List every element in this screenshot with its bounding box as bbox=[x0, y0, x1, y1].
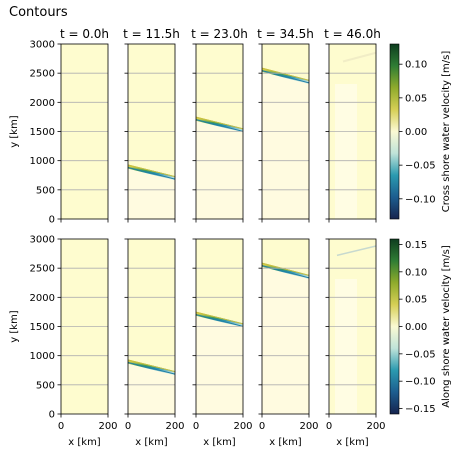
y-axis-label: y [km] bbox=[9, 310, 20, 343]
y-tick-label: 500 bbox=[36, 380, 55, 391]
y-tick-label: 1500 bbox=[30, 127, 55, 138]
wave-front-edge bbox=[195, 311, 244, 325]
wake-region bbox=[196, 118, 243, 219]
y-tick-label: 1000 bbox=[30, 156, 55, 167]
wave-front-edge bbox=[261, 262, 310, 276]
x-tick-label: 0 bbox=[193, 421, 199, 432]
wave-front-core bbox=[261, 265, 310, 279]
wave-front bbox=[127, 359, 176, 376]
wave-front bbox=[261, 67, 310, 84]
y-tick-label: 2500 bbox=[30, 264, 55, 275]
colorbar-tick-label: 0.00 bbox=[405, 322, 427, 333]
wake-region bbox=[128, 166, 175, 219]
wave-front-core bbox=[127, 167, 176, 180]
wave-front bbox=[261, 262, 310, 279]
x-tick-label: 200 bbox=[233, 421, 252, 432]
wave-front bbox=[127, 164, 176, 181]
y-tick-label: 2000 bbox=[30, 293, 55, 304]
colorbar-tick-label: −0.15 bbox=[405, 404, 436, 415]
panel-title: t = 23.0h bbox=[191, 27, 248, 41]
y-tick-label: 3000 bbox=[30, 40, 55, 51]
colorbar-tick-label: −0.10 bbox=[405, 194, 436, 205]
faint-front bbox=[336, 245, 377, 257]
wave-front-core bbox=[195, 314, 244, 327]
x-axis-label: x [km] bbox=[336, 437, 369, 448]
x-tick-label: 0 bbox=[326, 421, 332, 432]
y-tick-label: 3000 bbox=[30, 235, 55, 246]
faint-field bbox=[335, 84, 357, 219]
figure-title: Contours bbox=[9, 5, 68, 20]
x-tick-label: 200 bbox=[299, 421, 318, 432]
colorbar-label: Cross shore water velocity [m/s] bbox=[441, 51, 452, 213]
y-tick-label: 1500 bbox=[30, 322, 55, 333]
wave-front-edge bbox=[127, 359, 176, 373]
wake-region bbox=[196, 313, 243, 414]
y-axis-label: y [km] bbox=[9, 115, 20, 148]
wake-region bbox=[128, 361, 175, 414]
colorbar-tick-label: 0.10 bbox=[405, 60, 427, 71]
x-tick-label: 0 bbox=[125, 421, 131, 432]
wave-front-core bbox=[127, 362, 176, 375]
colorbar-tick-label: −0.05 bbox=[405, 349, 436, 360]
colorbar-tick-label: 0.05 bbox=[405, 93, 427, 104]
x-tick-label: 200 bbox=[165, 421, 184, 432]
colorbar bbox=[389, 238, 400, 415]
wave-front-core bbox=[261, 70, 310, 84]
panel-title: t = 11.5h bbox=[123, 27, 180, 41]
wave-front-edge bbox=[195, 116, 244, 130]
x-axis-label: x [km] bbox=[135, 437, 168, 448]
x-tick-label: 200 bbox=[98, 421, 117, 432]
x-tick-label: 200 bbox=[366, 421, 385, 432]
x-tick-label: 0 bbox=[259, 421, 265, 432]
panel-title: t = 0.0h bbox=[60, 27, 109, 41]
y-tick-label: 2500 bbox=[30, 69, 55, 80]
colorbar-tick-label: 0.10 bbox=[405, 267, 427, 278]
y-tick-label: 500 bbox=[36, 185, 55, 196]
x-axis-label: x [km] bbox=[203, 437, 236, 448]
wave-front-edge bbox=[127, 164, 176, 178]
y-tick-label: 0 bbox=[49, 410, 55, 421]
colorbar-label: Along shore water velocity [m/s] bbox=[441, 245, 452, 408]
wave-front bbox=[195, 116, 244, 133]
y-tick-label: 2000 bbox=[30, 98, 55, 109]
y-tick-label: 0 bbox=[49, 215, 55, 226]
colorbar-tick-label: 0.05 bbox=[405, 295, 427, 306]
panel-title: t = 34.5h bbox=[257, 27, 314, 41]
x-axis-label: x [km] bbox=[269, 437, 302, 448]
y-tick-label: 1000 bbox=[30, 351, 55, 362]
x-tick-label: 0 bbox=[58, 421, 64, 432]
wave-front bbox=[195, 311, 244, 328]
faint-front bbox=[342, 51, 377, 63]
wave-front-edge bbox=[261, 67, 310, 81]
colorbar-tick-label: 0.15 bbox=[405, 240, 427, 251]
wave-front-core bbox=[195, 119, 244, 132]
colorbar bbox=[389, 43, 400, 220]
x-axis-label: x [km] bbox=[68, 437, 101, 448]
colorbar-tick-label: 0.00 bbox=[405, 127, 427, 138]
wake-region bbox=[262, 264, 309, 414]
colorbar-tick-label: −0.10 bbox=[405, 377, 436, 388]
colorbar-tick-label: −0.05 bbox=[405, 161, 436, 172]
wake-region bbox=[262, 69, 309, 220]
faint-field bbox=[335, 279, 357, 414]
panel-title: t = 46.0h bbox=[324, 27, 381, 41]
